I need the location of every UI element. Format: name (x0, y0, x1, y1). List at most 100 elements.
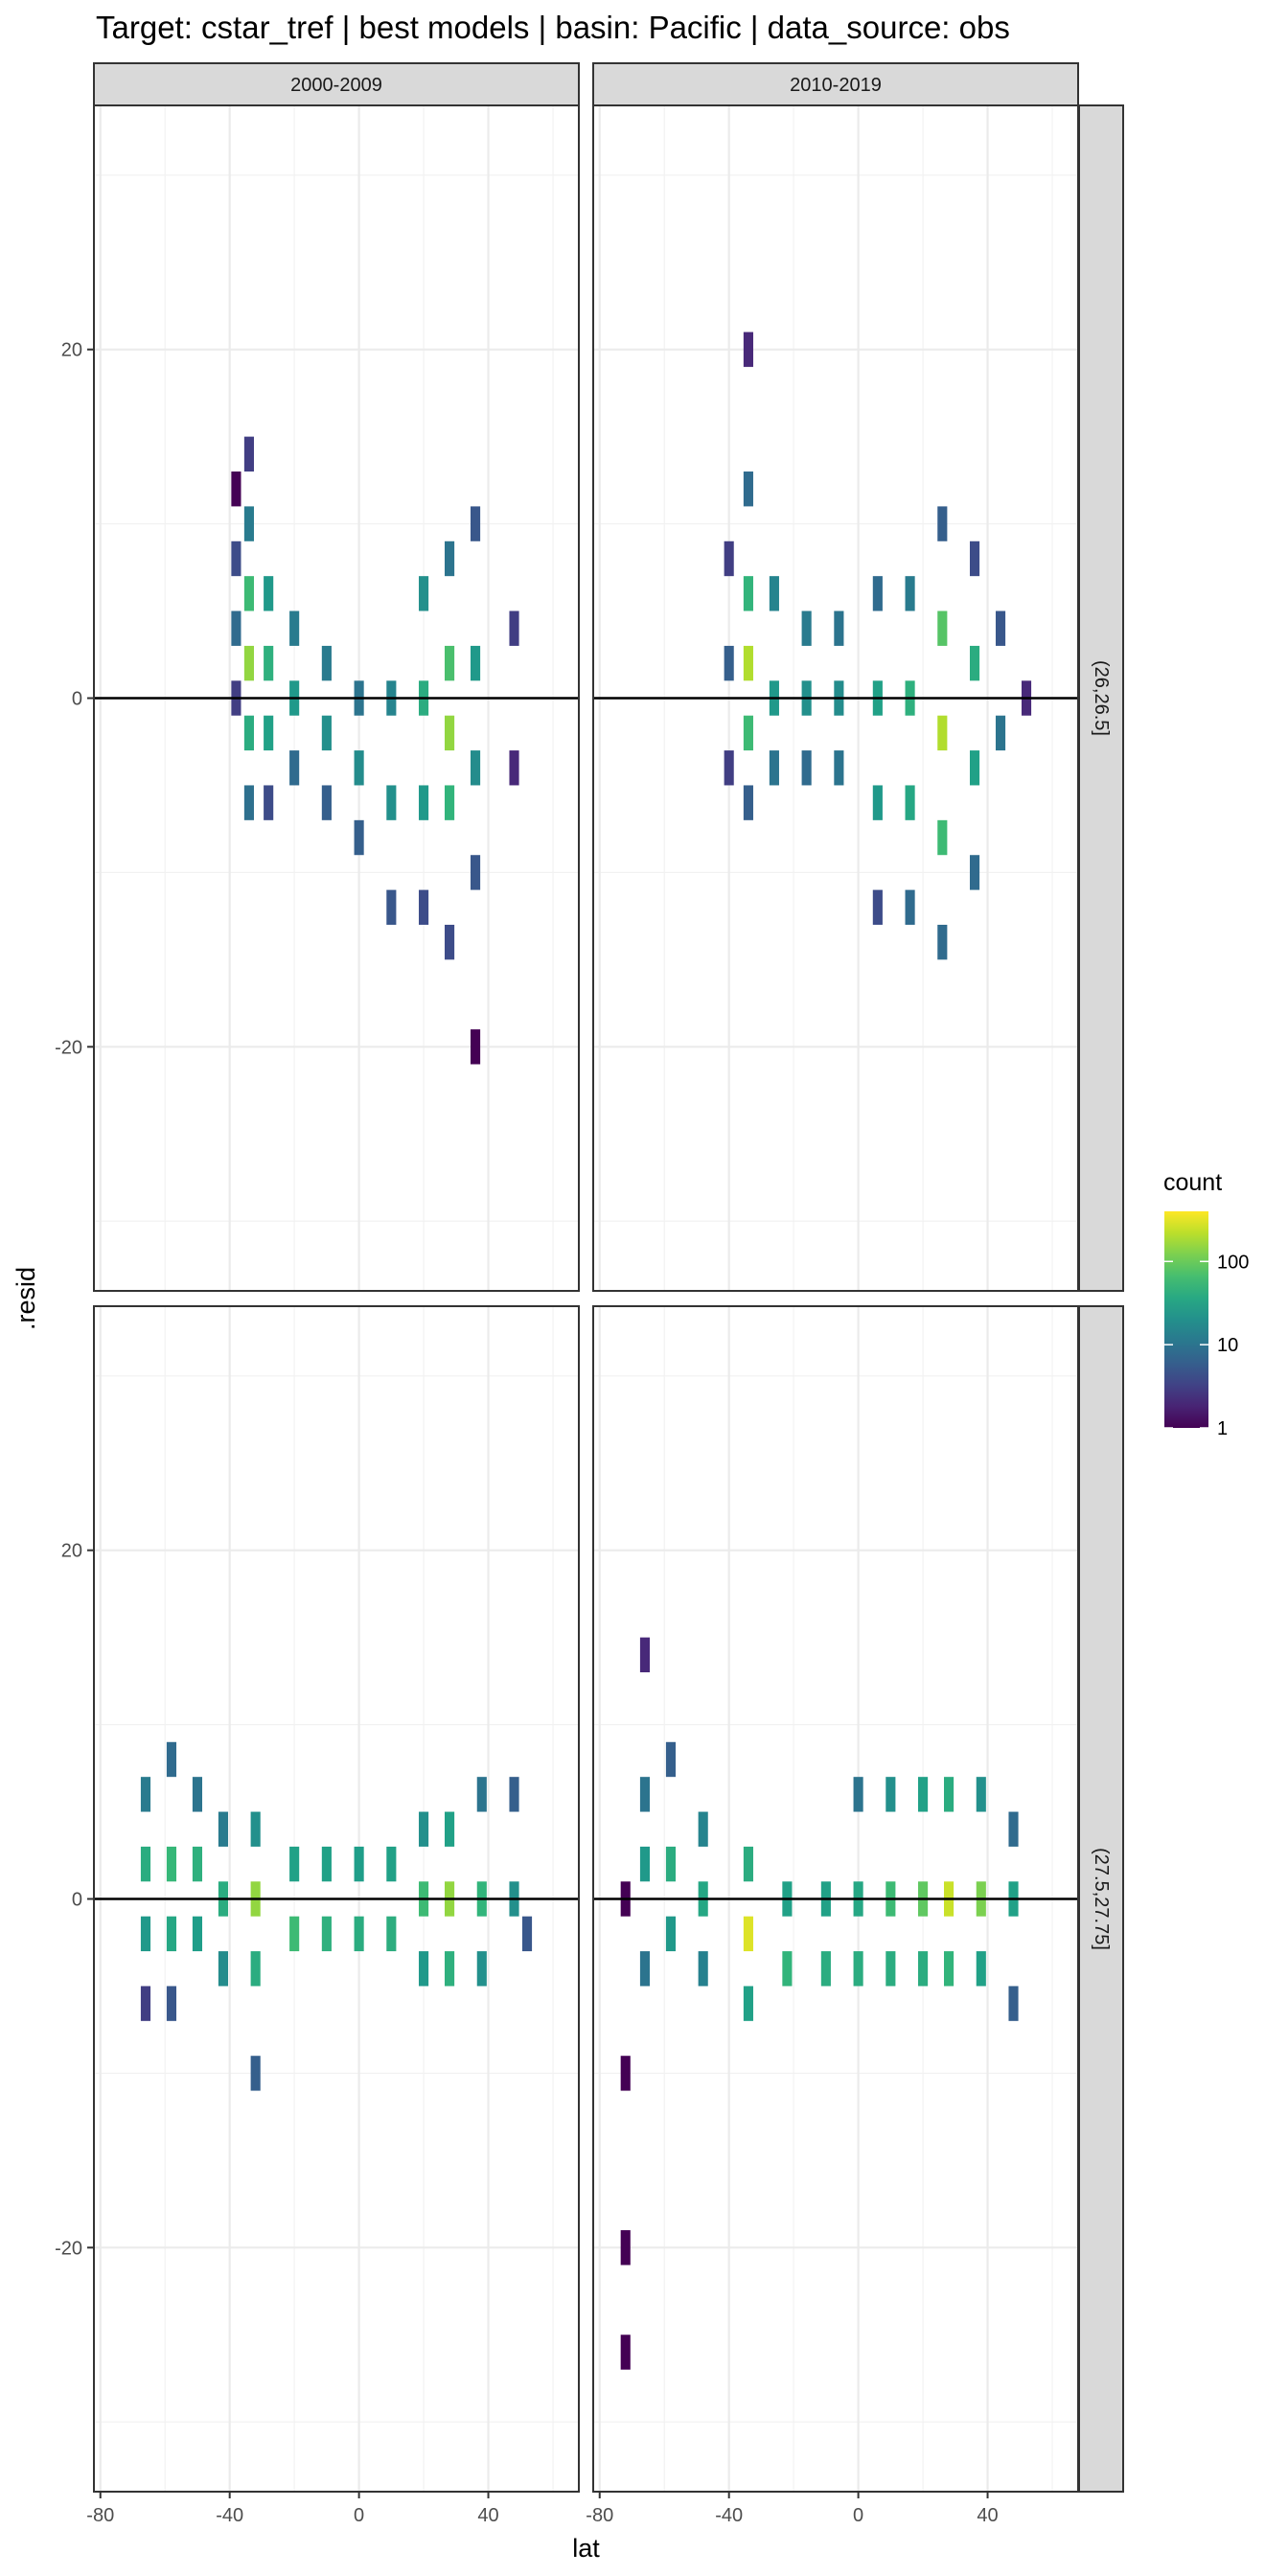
heatmap-bin (218, 1951, 228, 1987)
heatmap-bin (639, 1777, 651, 1812)
heatmap-bin (620, 2334, 631, 2370)
x-tick-label: -80 (586, 2505, 613, 2526)
heatmap-bin (969, 645, 980, 681)
heatmap-bin (231, 610, 242, 646)
heatmap-bin (354, 1846, 364, 1882)
heatmap-bin (937, 610, 948, 646)
heatmap-bin (354, 1916, 364, 1952)
heatmap-bin (1008, 1986, 1019, 2021)
facet-panel: (27.5,27.75] (592, 1305, 1124, 2493)
heatmap-bin (743, 472, 753, 507)
facet-panel: 2000-2009 (93, 62, 580, 1292)
heatmap-bin (476, 1951, 487, 1987)
heatmap-bin (419, 785, 429, 820)
heatmap-bin (386, 1916, 397, 1952)
facet-panels: 2000-2009 2010-2019 (26,26.5] (27.5,27.75] (93, 62, 1124, 2493)
heatmap-bin (445, 540, 455, 577)
heatmap-bin (470, 1029, 481, 1065)
heatmap-bin (937, 715, 948, 751)
heatmap-bin (639, 1846, 651, 1882)
facet-strip-right (1078, 104, 1124, 1292)
heatmap-bin (166, 1916, 177, 1952)
axes: -20 0 20 -20 0 20 -80 -40 0 40 -80 -40 0 40 lat .resid (12, 340, 999, 2563)
heatmap-bin (995, 715, 1006, 751)
heatmap-bin (905, 889, 915, 925)
heatmap-bin (321, 645, 332, 681)
heatmap-bin (995, 610, 1006, 646)
heatmap-bin (509, 610, 519, 646)
x-tick-label: -40 (216, 2505, 243, 2526)
x-tick-label: 0 (354, 2505, 364, 2526)
heatmap-bin (264, 645, 274, 681)
heatmap-bin (724, 750, 734, 786)
chart-title: Target: cstar_tref | best models | basin… (96, 10, 1010, 45)
heatmap-bin (419, 576, 429, 611)
y-tick-label: 0 (72, 689, 82, 710)
heatmap-bin (264, 785, 274, 820)
heatmap-bin (476, 1777, 487, 1812)
heatmap-bin (140, 1986, 151, 2021)
heatmap-bin (743, 715, 753, 751)
heatmap-bin (743, 1986, 753, 2021)
heatmap-bin (834, 610, 844, 646)
heatmap-bin (801, 610, 812, 646)
facet-strip-top (93, 62, 580, 106)
heatmap-bin (801, 750, 812, 786)
heatmap-bin (250, 1951, 261, 1987)
heatmap-bin (639, 1951, 651, 1987)
heatmap-bin (1008, 1811, 1019, 1847)
heatmap-bin (243, 506, 254, 541)
heatmap-bin (886, 1777, 896, 1812)
heatmap-bin (386, 785, 397, 820)
heatmap-bin (231, 472, 242, 507)
heatmap-bin (321, 1916, 332, 1952)
heatmap-bin (872, 576, 883, 611)
heatmap-bin (872, 889, 883, 925)
legend-colorbar (1164, 1211, 1208, 1428)
heatmap-bin (886, 1951, 896, 1987)
heatmap-bin (944, 1777, 954, 1812)
heatmap-bin (743, 576, 753, 611)
facet-strip-label: (26,26.5] (1091, 660, 1112, 736)
heatmap-bin (289, 1846, 300, 1882)
x-tick-label: 0 (853, 2505, 863, 2526)
heatmap-bin (243, 576, 254, 611)
heatmap-bin (289, 750, 300, 786)
heatmap-bin (620, 2056, 631, 2091)
y-tick-label: 0 (72, 1890, 82, 1911)
y-axis-title: .resid (12, 1267, 40, 1330)
heatmap-bin (166, 1741, 177, 1778)
heatmap-bin (243, 645, 254, 681)
heatmap-bin (743, 1916, 753, 1952)
heatmap-bin (354, 819, 364, 856)
legend-label: 10 (1217, 1335, 1238, 1356)
heatmap-bin (140, 1777, 151, 1812)
heatmap-bin (937, 819, 948, 856)
heatmap-bin (140, 1916, 151, 1952)
x-tick-label: -40 (715, 2505, 743, 2526)
heatmap-bin (419, 1811, 429, 1847)
heatmap-bin (976, 1777, 986, 1812)
heatmap-bin (321, 715, 332, 751)
x-axis-title: lat (572, 2534, 600, 2563)
heatmap-bin (321, 785, 332, 820)
heatmap-bin (445, 1811, 455, 1847)
heatmap-bin (853, 1777, 863, 1812)
heatmap-bin (445, 924, 455, 960)
heatmap-bin (853, 1951, 863, 1987)
heatmap-bin (192, 1916, 203, 1952)
x-tick-label: 40 (977, 2505, 998, 2526)
heatmap-bin (231, 540, 242, 577)
facet-strip-label: (27.5,27.75] (1091, 1848, 1112, 1950)
heatmap-bin (521, 1916, 533, 1952)
y-tick-label: -20 (55, 1037, 82, 1058)
heatmap-bin (192, 1846, 203, 1882)
heatmap-bin (509, 750, 519, 786)
heatmap-bin (665, 1741, 677, 1778)
facet-strip-right (1078, 1305, 1124, 2493)
heatmap-bin (445, 785, 455, 820)
heatmap-bin (166, 1846, 177, 1882)
heatmap-bin (969, 855, 980, 890)
heatmap-bin (724, 645, 734, 681)
heatmap-bin (386, 1846, 397, 1882)
